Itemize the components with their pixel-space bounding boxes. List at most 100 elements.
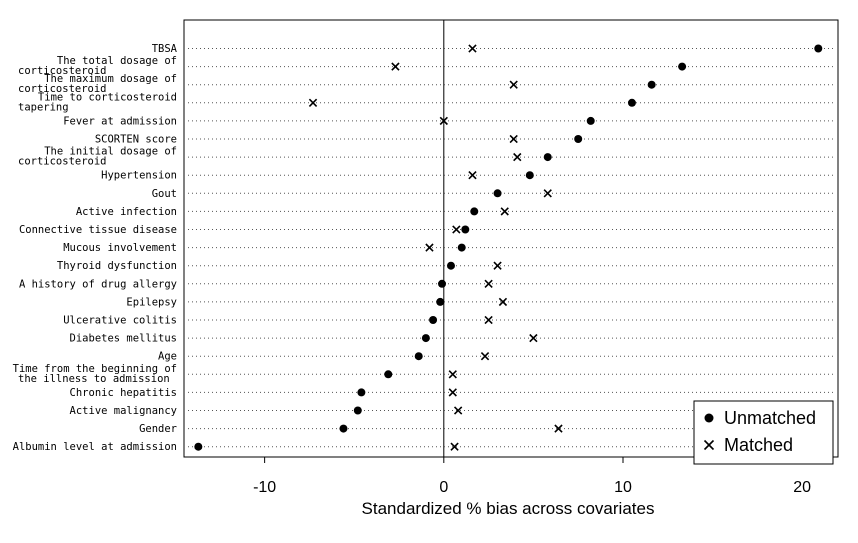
matched-point-stroke [498, 297, 508, 307]
unmatched-point [543, 153, 552, 162]
row-label: TBSA [152, 43, 178, 55]
matched-point [448, 388, 457, 397]
row-label: Age [158, 351, 177, 363]
unmatched-point [194, 442, 203, 451]
x-tick-label: 10 [614, 479, 632, 496]
matched-point [425, 243, 434, 252]
matched-point [468, 171, 477, 180]
covariate-row: Connective tissue disease [19, 224, 836, 236]
row-label: SCORTEN score [95, 134, 177, 146]
matched-point [448, 370, 457, 379]
row-label: Gender [139, 423, 177, 435]
matched-point [439, 116, 448, 126]
covariate-row: A history of drug allergy [19, 278, 836, 290]
matched-point [480, 352, 490, 361]
row-label-line: corticosteroid [18, 65, 107, 77]
matched-point [554, 424, 563, 433]
covariate-row: Mucous involvement [63, 242, 836, 254]
row-label-line: tapering [18, 101, 69, 113]
row-label-line: Time to corticosteroid [38, 91, 177, 103]
unmatched-point [429, 316, 438, 324]
covariate-row: TBSA [152, 43, 836, 55]
matched-point [453, 406, 463, 415]
matched-point [498, 297, 508, 307]
matched-point [484, 279, 493, 288]
unmatched-point [574, 135, 583, 143]
legend: Unmatched Matched [693, 400, 834, 465]
matched-point [529, 333, 538, 343]
matched-point-stroke [480, 352, 490, 361]
row-label-line: corticosteroid [18, 156, 107, 168]
unmatched-point [457, 243, 466, 252]
unmatched-point [436, 297, 445, 306]
unmatched-point [814, 44, 823, 53]
unmatched-point [421, 334, 430, 343]
covariate-row: Hypertension [101, 170, 836, 182]
covariate-row: Active infection [76, 206, 836, 218]
matched-point-stroke [493, 261, 502, 270]
covariate-row: Epilepsy [126, 296, 836, 308]
unmatched-point [339, 424, 348, 433]
x-tick-label: -10 [253, 479, 276, 496]
x-axis: -10 0 10 20 [253, 457, 811, 496]
row-label: Ulcerative colitis [63, 315, 177, 327]
unmatched-point [470, 207, 479, 216]
matched-point-stroke [452, 225, 461, 234]
row-label-line: corticosteroid [18, 83, 107, 95]
covariate-row: The maximum dosage of corticosteroid [18, 73, 836, 95]
legend-box [693, 400, 834, 465]
row-label: The initial dosage of corticosteroid [18, 146, 177, 168]
row-label-line: Time from the beginning of [13, 363, 177, 375]
unmatched-point [647, 80, 656, 89]
row-label: Albumin level at admission [13, 441, 177, 453]
row-label: Hypertension [101, 170, 177, 182]
matched-point-stroke [448, 388, 457, 397]
matched-point [509, 80, 518, 89]
unmatched-point [414, 352, 423, 361]
matched-point [509, 134, 518, 144]
unmatched-point [493, 189, 502, 198]
covariate-row: Ulcerative colitis [63, 315, 836, 327]
matched-point [452, 225, 461, 234]
matched-point-stroke [529, 333, 538, 343]
matched-point [468, 44, 477, 53]
matched-point-stroke [500, 207, 509, 216]
matched-point [500, 207, 509, 216]
matched-point [391, 62, 400, 71]
matched-point [484, 315, 493, 325]
x-tick-label: 0 [439, 479, 448, 496]
unmatched-point [357, 388, 366, 397]
row-label: Time from the beginning of the illness to… [13, 363, 177, 385]
matched-point-stroke [450, 442, 459, 451]
matched-point-stroke [439, 116, 448, 126]
matched-point [513, 152, 522, 162]
covariate-row: Albumin level at admission [13, 441, 836, 453]
row-label: Active infection [76, 206, 177, 218]
matched-point [543, 189, 552, 198]
row-label: Connective tissue disease [19, 224, 177, 236]
matched-point-stroke [509, 134, 518, 144]
row-label-line: The total dosage of [57, 55, 177, 67]
row-label-line: The initial dosage of [44, 146, 177, 158]
plot-frame [183, 19, 839, 458]
unmatched-point [384, 370, 393, 379]
unmatched-point [461, 225, 470, 234]
matched-point-stroke [543, 189, 552, 198]
legend-matched-marker [703, 439, 715, 451]
covariate-row: Age [158, 351, 836, 363]
row-label: The total dosage of corticosteroid [18, 55, 177, 77]
row-label: Mucous involvement [63, 242, 177, 254]
row-label: Gout [152, 188, 177, 200]
unmatched-point [678, 62, 687, 71]
row-label-line: the illness to admission [18, 373, 170, 385]
covariate-row: The total dosage of corticosteroid [18, 55, 836, 77]
covariate-row: Fever at admission [63, 115, 836, 127]
row-label: Chronic hepatitis [70, 387, 177, 399]
legend-unmatched-marker [704, 413, 714, 423]
row-label: Diabetes mellitus [70, 333, 177, 345]
unmatched-point [353, 406, 362, 415]
unmatched-point [627, 98, 636, 107]
covariate-row: Diabetes mellitus [70, 333, 836, 345]
